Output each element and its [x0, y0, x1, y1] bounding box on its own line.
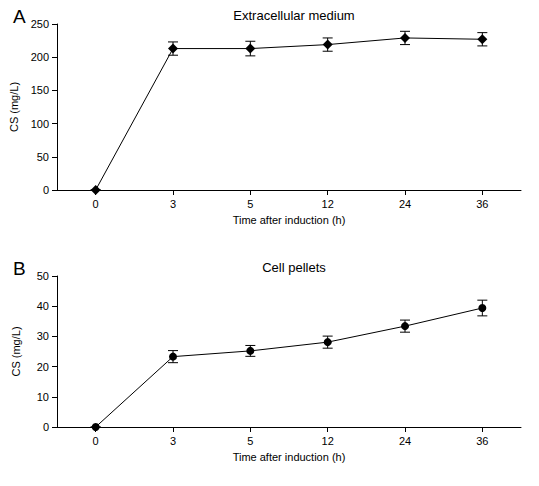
svg-text:12: 12 [322, 198, 334, 210]
svg-text:20: 20 [37, 361, 49, 373]
svg-text:Extracellular medium: Extracellular medium [233, 8, 354, 23]
svg-text:36: 36 [476, 198, 488, 210]
svg-text:30: 30 [37, 330, 49, 342]
svg-text:0: 0 [43, 184, 49, 196]
svg-text:A: A [13, 6, 26, 27]
svg-text:40: 40 [37, 300, 49, 312]
svg-text:36: 36 [476, 435, 488, 447]
svg-text:150: 150 [31, 84, 49, 96]
svg-text:CS (mg/L): CS (mg/L) [8, 82, 20, 132]
svg-text:CS (mg/L): CS (mg/L) [10, 326, 22, 376]
svg-text:5: 5 [247, 435, 253, 447]
svg-text:0: 0 [43, 421, 49, 433]
svg-text:24: 24 [399, 198, 411, 210]
svg-text:200: 200 [31, 51, 49, 63]
svg-text:Cell pellets: Cell pellets [262, 260, 326, 275]
svg-text:0: 0 [93, 198, 99, 210]
svg-text:3: 3 [170, 198, 176, 210]
svg-text:3: 3 [170, 435, 176, 447]
svg-text:12: 12 [322, 435, 334, 447]
svg-text:B: B [13, 258, 26, 279]
svg-text:10: 10 [37, 391, 49, 403]
svg-text:0: 0 [93, 435, 99, 447]
svg-text:5: 5 [247, 198, 253, 210]
svg-text:Time after induction (h): Time after induction (h) [233, 214, 346, 226]
svg-text:100: 100 [31, 118, 49, 130]
svg-text:50: 50 [37, 151, 49, 163]
svg-text:24: 24 [399, 435, 411, 447]
svg-text:50: 50 [37, 270, 49, 282]
svg-text:Time after induction (h): Time after induction (h) [233, 451, 346, 463]
svg-text:250: 250 [31, 18, 49, 30]
